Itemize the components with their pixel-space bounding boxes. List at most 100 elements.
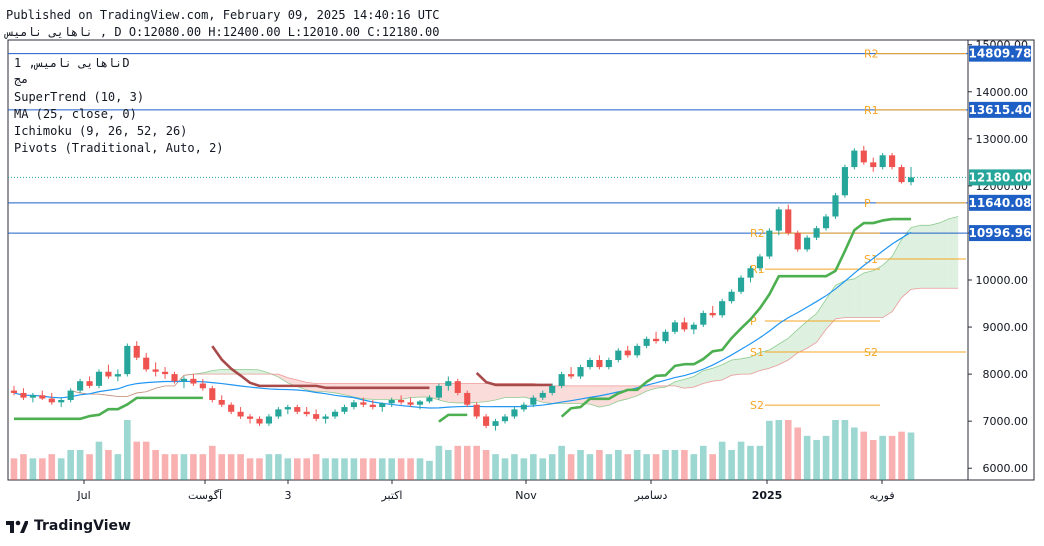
candle-body	[95, 371, 103, 386]
candle-body	[719, 301, 726, 316]
price-tag: 10996.96	[968, 225, 1032, 242]
candle	[29, 392, 36, 403]
cloud-segment	[401, 383, 411, 400]
candle	[426, 395, 433, 404]
symbol-name[interactable]: ناهایی نامیس, 1D	[14, 56, 130, 70]
price-tag-box	[969, 194, 1031, 211]
cloud-segment	[712, 364, 723, 382]
volume-bar	[709, 454, 717, 480]
x-tick-label: Jul	[76, 489, 90, 502]
volume-bar	[784, 420, 792, 480]
y-tick-label: 14000.00	[976, 86, 1029, 99]
candle	[794, 230, 801, 252]
tradingview-logo[interactable]: TradingView	[6, 518, 131, 534]
volume-bar	[879, 435, 886, 480]
ma-line	[13, 231, 912, 409]
cloud-segment	[807, 313, 817, 349]
candle-body	[501, 416, 509, 422]
candle	[180, 376, 188, 389]
candle	[671, 320, 679, 335]
candle	[539, 390, 546, 400]
candle-body	[652, 338, 660, 342]
candle	[483, 414, 490, 429]
indicator-ichimoku[interactable]: Ichimoku (9, 26, 52, 26)	[14, 124, 188, 138]
volume-bar	[463, 445, 471, 480]
cloud-segment	[892, 239, 902, 312]
cloud-segment	[372, 383, 383, 400]
cloud-segment	[363, 383, 373, 400]
candle	[143, 352, 150, 372]
volume-bar	[832, 420, 839, 480]
indicator-ma[interactable]: MA (25, close, 0)	[14, 107, 137, 121]
candle-body	[558, 374, 565, 386]
candle-body	[435, 385, 442, 398]
cloud-segment	[731, 358, 742, 376]
x-tick-label: دسامبر	[634, 489, 668, 502]
volume-bar	[775, 420, 783, 480]
candle	[341, 404, 348, 415]
candle	[889, 152, 896, 170]
volume-bar	[39, 458, 46, 480]
candle-body	[228, 404, 235, 412]
time-axis[interactable]: Jul آگوست 3 اکتبر Nov دسامبر 2025 فوریه	[76, 480, 895, 502]
volume-bar	[284, 458, 292, 480]
candle	[454, 378, 461, 396]
cloud-segment	[929, 222, 940, 289]
cloud-span-a	[70, 216, 959, 408]
candle-body	[39, 395, 46, 399]
candle-body	[426, 397, 433, 402]
candle-body	[77, 381, 84, 391]
volume-bar	[397, 458, 405, 480]
candle	[246, 414, 254, 424]
price-tag-box	[969, 169, 1031, 186]
volume-bar	[501, 458, 509, 480]
volume-bar	[794, 427, 801, 480]
candle	[95, 369, 103, 389]
volume-bar	[350, 458, 358, 480]
cloud-segment	[514, 383, 524, 398]
candle	[501, 414, 509, 424]
volume-bar	[218, 454, 226, 480]
candle	[586, 357, 594, 370]
candle	[775, 207, 782, 236]
cloud-segment	[873, 265, 883, 318]
moving-average	[13, 231, 912, 409]
indicator-supertrend[interactable]: SuperTrend (10, 3)	[14, 90, 145, 104]
y-tick-label: 13000.00	[976, 133, 1029, 146]
candle	[605, 357, 612, 370]
candle-body	[530, 397, 537, 405]
volume-bar	[558, 445, 565, 480]
candle-body	[794, 232, 801, 250]
indicator-pivots[interactable]: Pivots (Traditional, Auto, 2)	[14, 141, 224, 155]
candle	[822, 214, 830, 231]
candle	[568, 367, 575, 379]
candle-body	[709, 312, 716, 316]
candle-body	[58, 400, 65, 403]
cloud-segment	[778, 338, 789, 365]
volume-bar	[690, 454, 698, 480]
volume-bar	[190, 454, 197, 480]
candle-body	[454, 381, 461, 393]
cloud-segment	[561, 385, 572, 404]
candle	[294, 404, 301, 415]
candle	[681, 317, 688, 332]
candle	[199, 378, 206, 391]
volume-bar	[171, 454, 178, 480]
candle	[218, 395, 225, 408]
pivot-label: P	[864, 197, 871, 210]
volume-bar	[105, 450, 112, 480]
volume-bar	[95, 441, 103, 480]
cloud-segment	[901, 227, 911, 298]
candle	[520, 402, 527, 412]
candle-body	[20, 392, 27, 398]
volume-bar	[227, 454, 235, 480]
cloud-segment	[250, 369, 260, 375]
candle	[256, 416, 263, 426]
volume-bar	[293, 458, 301, 480]
candle	[152, 362, 159, 377]
candle-body	[681, 322, 688, 330]
candle	[313, 409, 320, 422]
candle-body	[256, 418, 263, 424]
volume-bar	[548, 454, 556, 480]
